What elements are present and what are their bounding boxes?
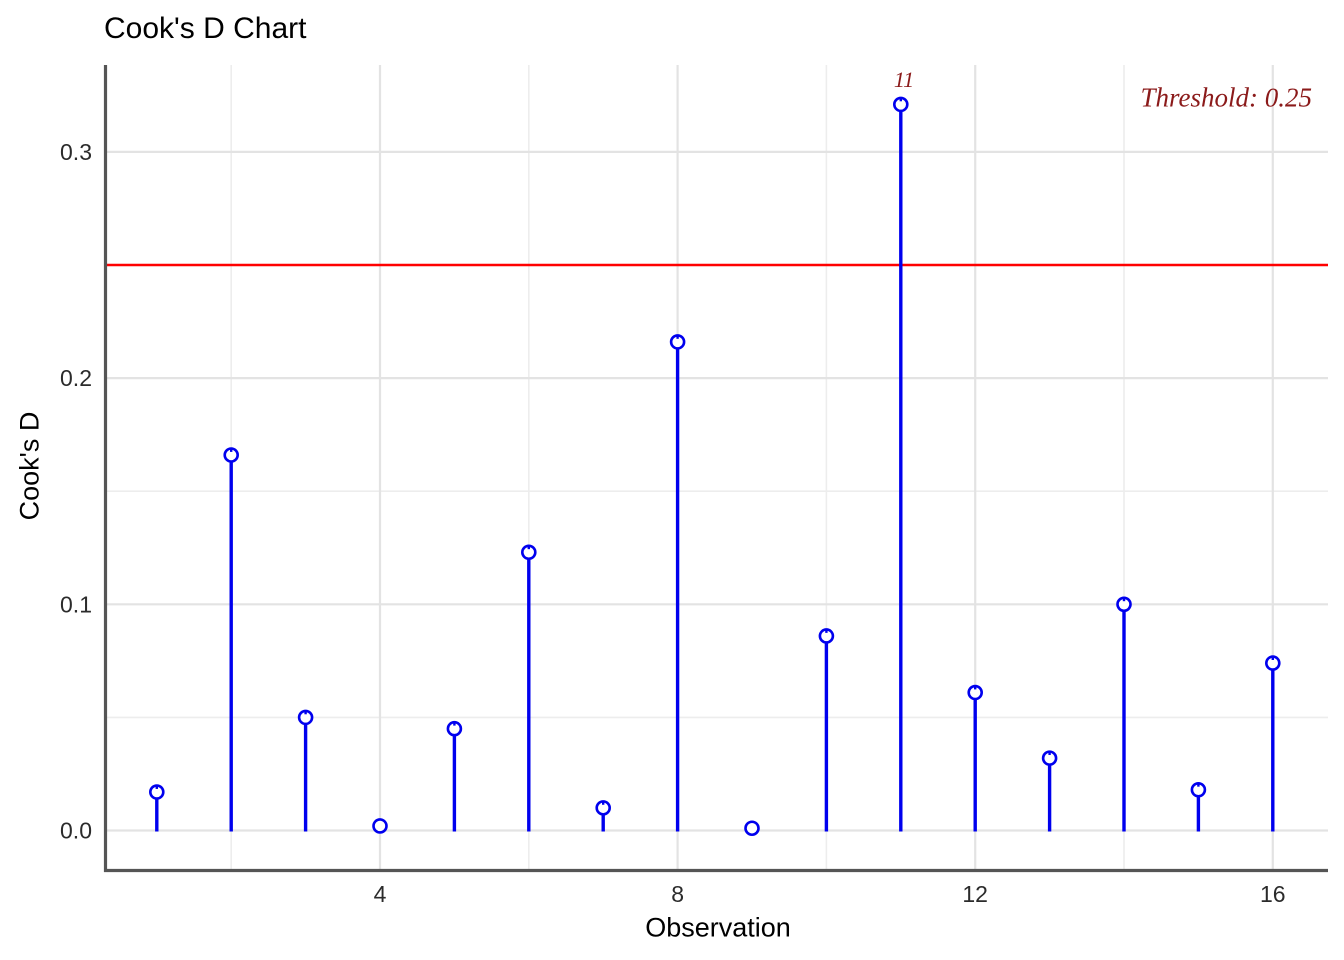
marker-obs-12 (967, 684, 984, 701)
marker-obs-14 (1116, 596, 1132, 613)
marker-obs-15 (1190, 781, 1207, 798)
max-point-label: 11 (893, 67, 915, 92)
y-tick-label: 0.0 (60, 818, 92, 844)
y-tick-label: 0.3 (60, 139, 92, 165)
x-axis-title: Observation (645, 912, 791, 943)
threshold-label: Threshold: 0.25 (1140, 82, 1312, 113)
marker-obs-5 (446, 720, 463, 737)
marker-obs-16 (1265, 655, 1281, 671)
marker-obs-2 (223, 447, 239, 463)
marker-obs-3 (297, 709, 314, 726)
x-tick-label: 4 (374, 881, 387, 907)
x-tick-label: 8 (671, 881, 684, 907)
chart-title: Cook's D Chart (104, 12, 307, 45)
marker-obs-1 (149, 784, 165, 800)
marker-obs-6 (520, 544, 537, 561)
marker-obs-7 (595, 800, 612, 816)
marker-obs-8 (669, 334, 686, 350)
marker-obs-11 (892, 96, 909, 113)
marker-obs-13 (1041, 750, 1058, 766)
marker-obs-4 (372, 818, 388, 834)
y-tick-label: 0.1 (60, 591, 92, 617)
y-tick-label: 0.2 (60, 365, 92, 391)
marker-obs-9 (744, 820, 760, 837)
y-axis-title: Cook's D (14, 411, 45, 521)
x-tick-label: 12 (962, 881, 988, 907)
x-tick-label: 16 (1260, 881, 1286, 907)
marker-obs-10 (818, 628, 835, 644)
